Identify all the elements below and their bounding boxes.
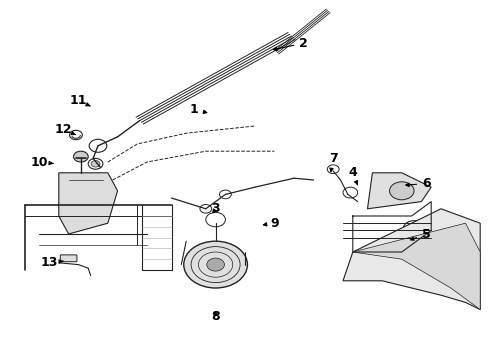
Text: 8: 8 [211,310,220,323]
Text: 1: 1 [189,103,207,116]
Text: 4: 4 [348,166,358,185]
Text: 13: 13 [40,256,63,269]
Polygon shape [353,223,480,310]
Polygon shape [59,173,118,234]
FancyBboxPatch shape [60,255,77,262]
Circle shape [74,151,88,162]
Polygon shape [343,209,480,310]
Text: 7: 7 [329,152,338,172]
Circle shape [184,241,247,288]
Text: 9: 9 [264,217,279,230]
Text: 2: 2 [273,37,308,50]
Polygon shape [368,173,431,209]
Text: 11: 11 [70,94,90,107]
Text: 10: 10 [30,156,53,168]
Circle shape [91,161,100,167]
Circle shape [390,182,414,200]
Text: 5: 5 [411,228,431,240]
Text: 6: 6 [406,177,431,190]
Circle shape [409,225,419,232]
Text: 12: 12 [55,123,75,136]
Text: 3: 3 [211,202,220,215]
Circle shape [207,258,224,271]
